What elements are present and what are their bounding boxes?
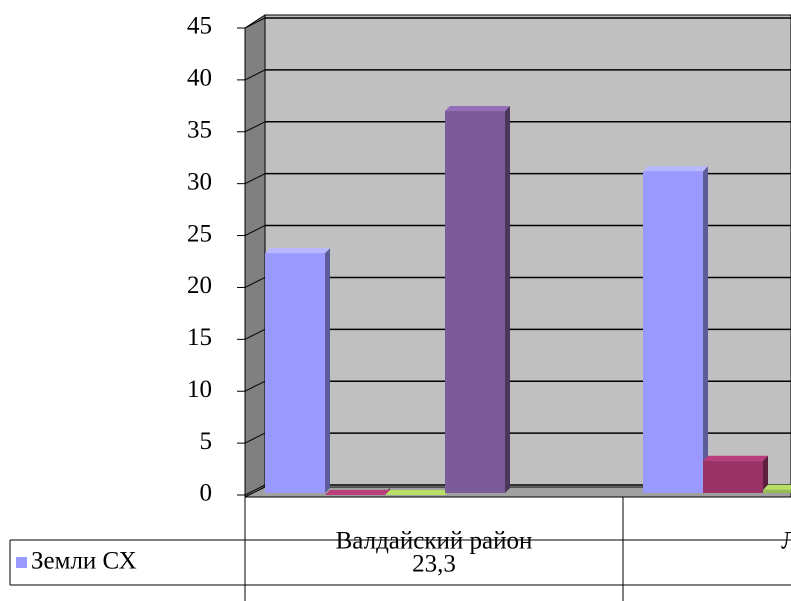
y-tick-label: 30: [187, 168, 212, 195]
bar-top: [385, 490, 450, 495]
bar: [643, 171, 703, 494]
y-tick-label: 10: [187, 376, 212, 403]
legend-swatch: [16, 557, 27, 568]
y-tick-label: 5: [200, 428, 213, 455]
bar: [265, 253, 325, 493]
bar-side: [325, 248, 330, 493]
category-label: Валдайский район: [336, 528, 533, 555]
bar-top: [763, 484, 791, 490]
bar: [445, 111, 505, 494]
y-tick-label: 15: [187, 324, 212, 351]
grid-line: [244, 432, 266, 444]
back-wall: [264, 14, 791, 488]
bar-top: [325, 490, 390, 495]
grid-line: [244, 484, 266, 496]
table-value: 23,3: [412, 551, 456, 578]
bar-top: [703, 455, 768, 461]
grid-line: [244, 69, 266, 81]
bar: [703, 460, 763, 493]
grid-line: [244, 380, 266, 392]
y-tick-label: 35: [187, 117, 212, 144]
grid-line: [244, 17, 266, 29]
grid-line: [244, 328, 266, 340]
grid-line: [244, 121, 266, 133]
y-tick-label: 20: [187, 272, 212, 299]
bar: [763, 489, 791, 493]
bar-top: [265, 248, 330, 254]
bar-top: [643, 166, 708, 172]
legend-label: Земли СХ: [31, 548, 137, 575]
bar-side: [703, 166, 708, 494]
y-tick-label: 45: [187, 13, 212, 40]
bar-top: [445, 106, 510, 112]
grid-line: [244, 276, 266, 288]
y-tick-label: 0: [200, 480, 213, 507]
category-label: Любн: [781, 528, 791, 555]
grid-line: [244, 173, 266, 185]
bar-side: [763, 455, 768, 493]
side-wall: [244, 14, 266, 498]
y-tick-label: 25: [187, 220, 212, 247]
y-tick-label: 40: [187, 65, 212, 92]
bar-side: [505, 106, 510, 494]
grid-line: [244, 225, 266, 237]
